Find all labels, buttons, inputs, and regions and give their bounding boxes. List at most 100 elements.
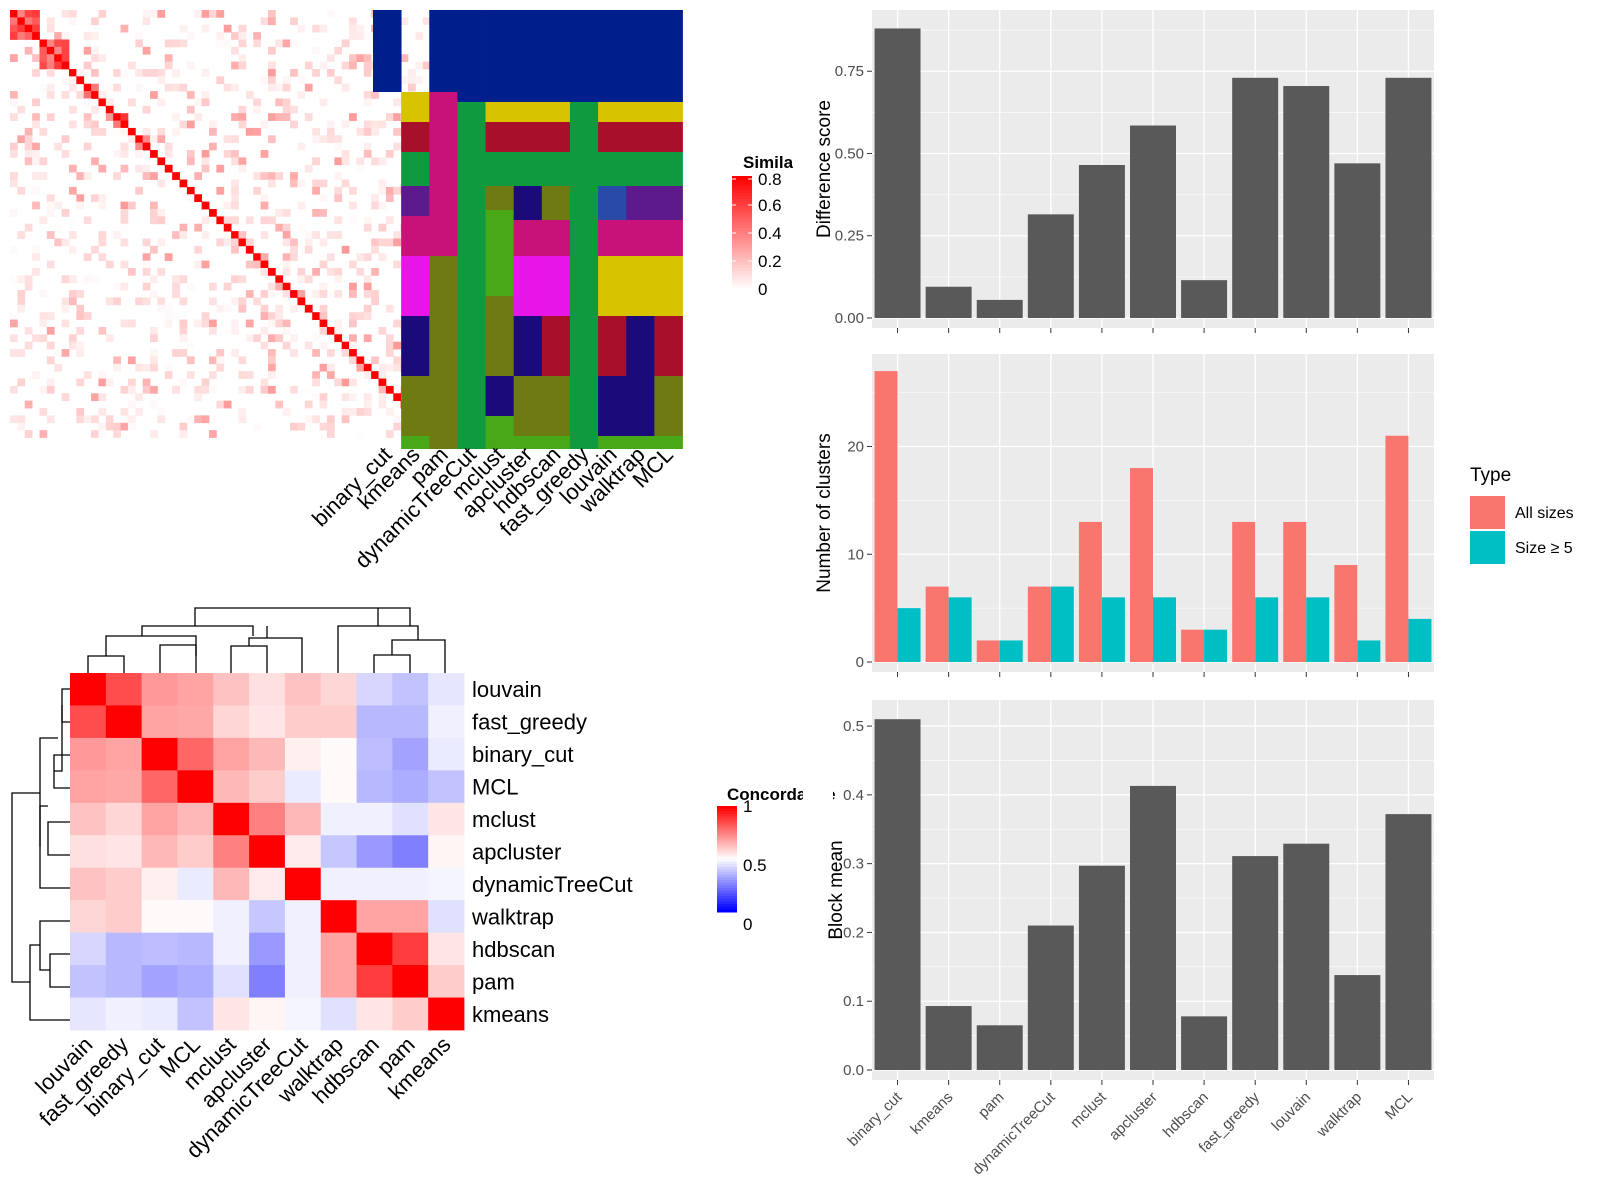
similarity-cell (238, 39, 247, 48)
similarity-cell (179, 39, 188, 48)
similarity-cell (61, 150, 70, 158)
concordance-legend-step (717, 827, 737, 831)
method-matrix-cell (485, 376, 515, 416)
similarity-cell (39, 216, 48, 225)
similarity-cell (10, 98, 18, 107)
similarity-cell (385, 194, 394, 203)
similarity-cell (312, 46, 320, 55)
similarity-cell (46, 91, 55, 99)
concordance-legend-step (717, 856, 737, 860)
similarity-cell (223, 326, 232, 335)
similarity-cell (157, 209, 166, 217)
similarity-cell (164, 371, 173, 379)
similarity-cell (120, 150, 129, 158)
similarity-cell (238, 231, 247, 239)
similarity-cell (253, 253, 261, 261)
concordance-legend-step (717, 859, 737, 863)
similarity-cell (356, 164, 365, 173)
similarity-cell (231, 150, 239, 158)
similarity-cell (216, 32, 225, 40)
concordance-cell (284, 737, 322, 771)
method-matrix-cell (513, 376, 543, 436)
similarity-cell (194, 172, 203, 180)
similarity-cell (194, 194, 203, 203)
concordance-cell (320, 737, 357, 771)
bar-size-ge5 (1408, 618, 1432, 662)
similarity-cell (91, 245, 99, 254)
row-dendrogram-branch (39, 805, 70, 889)
similarity-cell (46, 39, 55, 48)
similarity-cell (83, 253, 92, 261)
concordance-cell (356, 802, 393, 836)
similarity-cell (290, 253, 298, 261)
similarity-cell (120, 422, 129, 431)
legend-key-all-sizes (1470, 496, 1505, 529)
similarity-cell (334, 378, 343, 387)
similarity-cell (157, 10, 166, 18)
x-tick-label: pam (975, 1089, 1008, 1122)
similarity-cell (157, 415, 166, 424)
similarity-cell (245, 290, 254, 298)
similarity-cell (46, 113, 55, 121)
similarity-cell (150, 135, 158, 144)
concordance-cell (105, 965, 143, 998)
similarity-cell (24, 430, 33, 438)
similarity-cell (267, 371, 276, 379)
similarity-cell (150, 400, 158, 409)
similarity-cell (150, 334, 158, 343)
similarity-cell (356, 312, 365, 320)
concordance-cell (177, 705, 214, 739)
concordance-cell (70, 835, 107, 869)
bar-all-sizes (976, 640, 1000, 662)
similarity-cell (91, 275, 99, 284)
similarity-cell (98, 393, 107, 402)
similarity-cell (408, 83, 416, 92)
similarity-cell (238, 164, 247, 173)
method-matrix-cell (541, 376, 571, 436)
similarity-cell (282, 223, 291, 232)
method-matrix-cell (401, 256, 430, 316)
similarity-cell (356, 127, 365, 136)
similarity-legend-step (732, 273, 752, 278)
similarity-legend-step (732, 201, 752, 206)
similarity-cell (393, 98, 402, 107)
similarity-cell (304, 61, 313, 70)
concordance-cell (213, 900, 250, 934)
similarity-cell (209, 209, 217, 217)
method-matrix-cell (654, 152, 683, 186)
concordance-cell (213, 673, 250, 706)
similarity-cell (142, 142, 151, 151)
concordance-legend-step (717, 848, 737, 852)
bar-size-ge5 (1101, 597, 1125, 662)
concordance-row-label: kmeans (472, 1002, 549, 1027)
concordance-cell (356, 673, 393, 706)
similarity-cell (334, 267, 343, 276)
concordance-cell (213, 997, 250, 1031)
concordance-cell (177, 770, 214, 804)
similarity-cell (363, 120, 372, 129)
similarity-cell (179, 120, 188, 129)
similarity-cell (319, 282, 328, 291)
concordance-cell (177, 932, 214, 966)
y-tick-label: 0.0 (843, 1062, 864, 1079)
similarity-cell (32, 142, 40, 151)
concordance-legend-step (717, 890, 737, 894)
similarity-cell (290, 68, 298, 77)
similarity-cell (363, 91, 372, 99)
method-matrix-cell (598, 256, 627, 316)
similarity-cell (61, 54, 70, 62)
similarity-cell (24, 142, 33, 151)
similarity-cell (127, 201, 136, 210)
similarity-cell (24, 341, 33, 350)
similarity-cell (223, 83, 232, 92)
y-axis-label: Number of clusters (814, 433, 835, 592)
similarity-cell (341, 349, 350, 357)
similarity-cell (105, 83, 114, 92)
similarity-cell (304, 385, 313, 394)
similarity-cell (282, 113, 291, 121)
column-dendrogram-branch (141, 625, 254, 636)
similarity-cell (98, 231, 107, 239)
similarity-cell (363, 400, 372, 409)
number-of-clusters-chart: 0 10 20 Number of clusters (814, 354, 1434, 677)
similarity-cell (61, 297, 70, 306)
